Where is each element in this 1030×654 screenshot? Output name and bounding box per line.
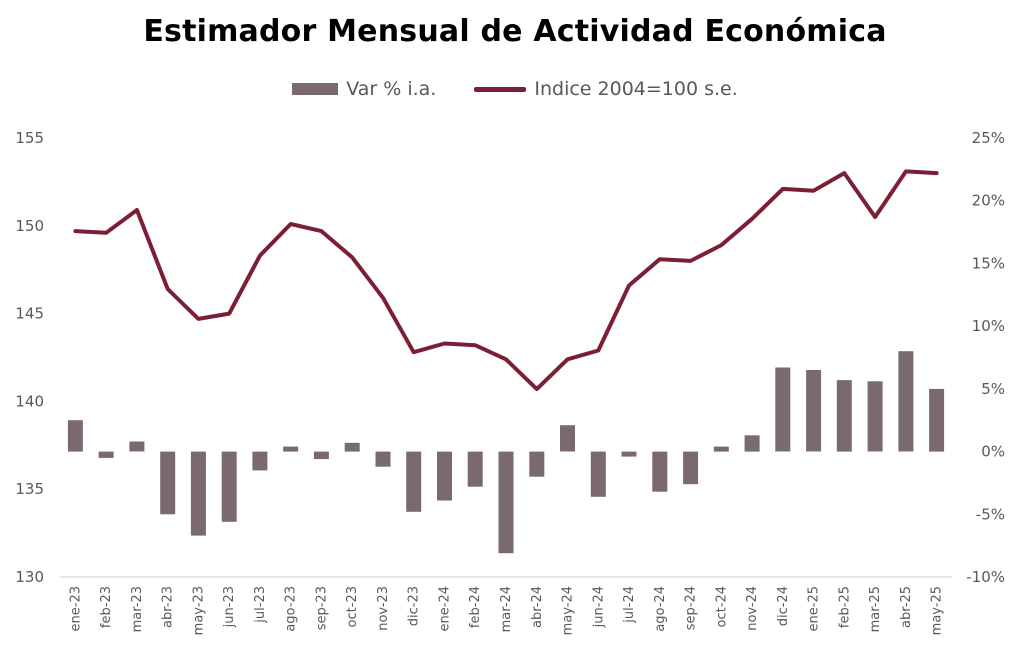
x-tick-jul-24: jul-24 [622,586,637,624]
bar-jun-23 [221,451,237,522]
legend-label-var: Var % i.a. [346,78,437,100]
x-tick-may-23: may-23 [191,586,206,635]
x-tick-abr-24: abr-24 [530,586,545,628]
bar-sep-24 [683,451,699,485]
y-left-tick-155: 155 [15,129,44,147]
y-right-tick--5%: -5% [976,505,1005,523]
x-tick-mar-23: mar-23 [130,586,145,632]
legend-item-indice: Indice 2004=100 s.e. [474,78,738,100]
y-right-tick-20%: 20% [972,192,1005,210]
y-right-tick-25%: 25% [972,129,1005,147]
y-left-tick-140: 140 [15,392,44,410]
legend: Var % i.a. Indice 2004=100 s.e. [0,78,1030,100]
bar-dic-23 [406,451,422,512]
y-right-tick--10%: -10% [966,568,1005,586]
legend-item-var: Var % i.a. [292,78,436,100]
x-tick-ago-24: ago-24 [653,586,668,632]
y-left-tick-150: 150 [15,217,44,235]
y-left-tick-145: 145 [15,305,44,323]
y-right-tick-0%: 0% [981,443,1005,461]
y-right-tick-10%: 10% [972,317,1005,335]
x-tick-jun-23: jun-23 [222,586,237,628]
bar-may-25 [929,388,945,452]
x-tick-nov-24: nov-24 [745,586,760,631]
x-tick-feb-24: feb-24 [468,586,483,628]
x-tick-ene-24: ene-24 [437,586,452,631]
bar-ene-23 [67,420,83,452]
x-tick-mar-25: mar-25 [868,586,883,632]
x-tick-jun-24: jun-24 [591,586,606,628]
x-tick-oct-24: oct-24 [714,586,729,627]
bar-ene-24 [437,451,452,501]
x-tick-may-25: may-25 [930,586,945,635]
x-tick-feb-25: feb-25 [837,586,852,628]
legend-swatch-line [474,86,527,92]
bar-jul-24 [621,451,637,457]
x-tick-feb-23: feb-23 [99,586,114,628]
x-tick-ago-23: ago-23 [284,586,299,632]
x-tick-dic-23: dic-23 [407,586,422,626]
bar-ago-24 [652,451,668,492]
y-right-tick-15%: 15% [972,254,1005,272]
x-tick-jul-23: jul-23 [253,586,268,624]
x-tick-sep-24: sep-24 [684,586,699,630]
bar-mar-23 [129,441,145,452]
bar-feb-23 [98,451,114,458]
x-tick-may-24: may-24 [561,586,576,635]
bar-abr-25 [898,351,914,452]
bar-sep-23 [313,451,329,460]
bar-abr-24 [529,451,545,477]
y-left-tick-135: 135 [15,480,44,498]
bar-mar-25 [867,381,883,452]
x-tick-mar-24: mar-24 [499,586,514,632]
x-tick-oct-23: oct-23 [345,586,360,627]
bar-oct-24 [713,446,729,452]
legend-label-indice: Indice 2004=100 s.e. [534,78,738,100]
bar-dic-24 [775,367,791,452]
x-tick-abr-25: abr-25 [899,586,914,628]
y-left-tick-130: 130 [15,568,44,586]
bar-nov-24 [744,435,760,452]
legend-swatch-bar [292,83,339,95]
x-tick-nov-23: nov-23 [376,586,391,631]
bar-oct-23 [344,442,360,452]
bar-feb-24 [467,451,483,487]
y-right-tick-5%: 5% [981,380,1005,398]
bar-ene-25 [806,370,822,452]
x-tick-abr-23: abr-23 [161,586,176,628]
bar-may-24 [560,425,575,452]
bar-may-23 [190,451,206,536]
bar-jun-24 [590,451,606,497]
x-tick-ene-25: ene-25 [807,586,822,631]
x-tick-ene-23: ene-23 [68,586,83,631]
bar-jul-23 [252,451,268,471]
bar-ago-23 [283,446,299,452]
bar-nov-23 [375,451,391,467]
x-tick-sep-23: sep-23 [314,586,329,630]
chart-title: Estimador Mensual de Actividad Económica [143,14,887,49]
bar-mar-24 [498,451,514,554]
x-tick-dic-24: dic-24 [776,586,791,626]
line-indice [73,169,939,392]
bar-abr-23 [160,451,176,515]
bar-feb-25 [836,380,852,452]
